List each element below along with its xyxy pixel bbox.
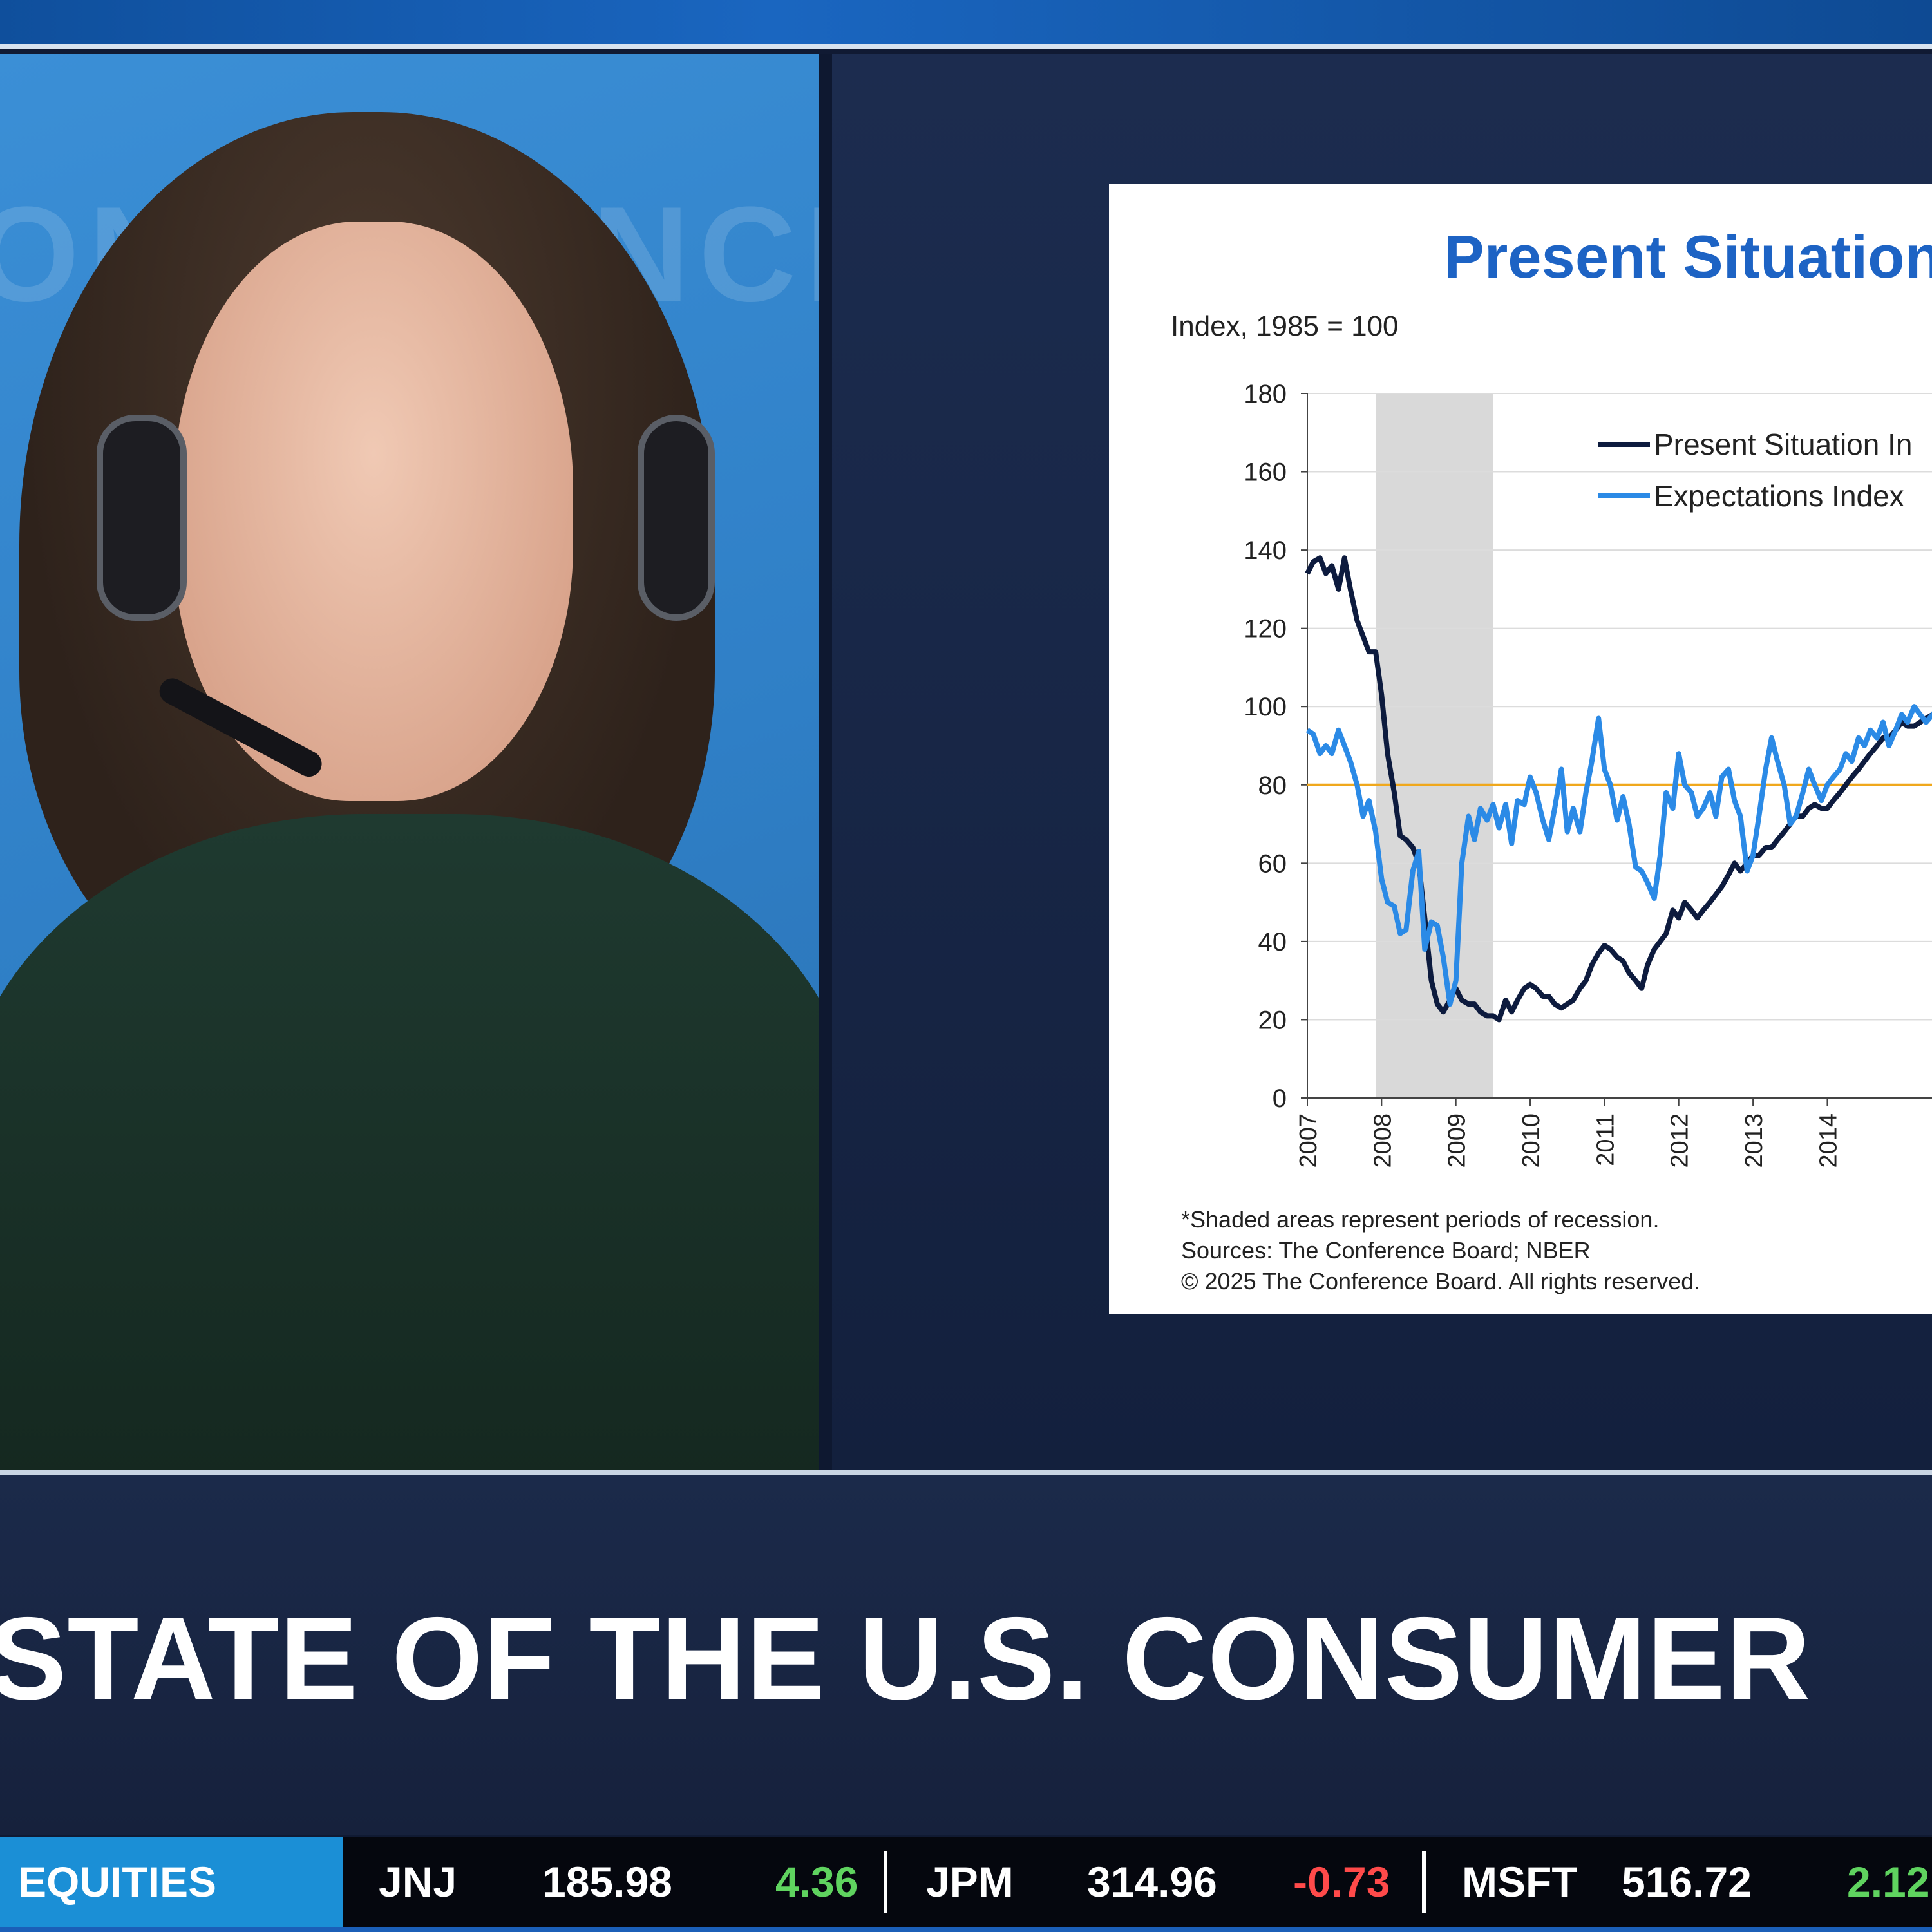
speaker-video-feed: ONFERENCE bbox=[0, 54, 819, 1470]
y-tick-label: 60 bbox=[1258, 849, 1287, 878]
footnote-sources: Sources: The Conference Board; NBER bbox=[1181, 1237, 1591, 1264]
ticker-category-label: EQUITIES bbox=[0, 1837, 343, 1927]
top-banner bbox=[0, 0, 1932, 49]
headline-text: STATE OF THE U.S. CONSUMER bbox=[0, 1593, 1812, 1724]
ticker-change: -0.73 bbox=[1293, 1858, 1390, 1906]
y-tick-label: 20 bbox=[1258, 1006, 1287, 1034]
legend-label: Present Situation In bbox=[1654, 428, 1912, 461]
series-line-present-situation bbox=[1305, 555, 1932, 1023]
speaker-body bbox=[0, 814, 819, 1470]
y-tick-label: 100 bbox=[1244, 693, 1287, 721]
ticker-separator bbox=[884, 1851, 887, 1913]
footnote-copyright: © 2025 The Conference Board. All rights … bbox=[1181, 1268, 1701, 1294]
y-tick-label: 140 bbox=[1244, 536, 1287, 565]
ticker-change: 4.36 bbox=[775, 1858, 858, 1906]
x-tick-label: 2014 bbox=[1815, 1113, 1842, 1168]
x-tick-label: 2011 bbox=[1592, 1113, 1619, 1166]
y-tick-label: 160 bbox=[1244, 459, 1287, 487]
y-tick-label: 40 bbox=[1258, 928, 1287, 956]
x-tick-label: 2013 bbox=[1741, 1113, 1768, 1168]
chart-slide: Present Situation 0 20 40 60 80 100 120 140 160 1… bbox=[1109, 184, 1932, 1314]
panel-divider bbox=[819, 54, 832, 1470]
x-tick-label: 2010 bbox=[1518, 1113, 1545, 1168]
legend-label: Expectations Index bbox=[1654, 479, 1904, 513]
y-axis-label: Index, 1985 = 100 bbox=[1171, 310, 1399, 342]
ticker-price: 185.98 bbox=[542, 1858, 672, 1906]
panel-bottom-divider bbox=[0, 1470, 1932, 1475]
ticker-symbol: MSFT bbox=[1462, 1858, 1578, 1906]
y-tick-label: 80 bbox=[1258, 772, 1287, 800]
ticker-change: 2.12 bbox=[1847, 1858, 1930, 1906]
ticker-price: 516.72 bbox=[1622, 1858, 1752, 1906]
y-tick-label: 120 bbox=[1244, 615, 1287, 643]
bottom-accent-strip bbox=[0, 1927, 1932, 1932]
ticker-separator bbox=[1422, 1851, 1426, 1913]
footnote-recession: *Shaded areas represent periods of reces… bbox=[1181, 1206, 1660, 1233]
ticker-symbol: JNJ bbox=[379, 1858, 457, 1906]
headset-right-ear-icon bbox=[638, 415, 715, 621]
x-tick-label: 2007 bbox=[1295, 1113, 1322, 1168]
ticker-symbol: JPM bbox=[926, 1858, 1014, 1906]
line-chart: 0 20 40 60 80 100 120 140 160 180 2007 2008 2009 2010… bbox=[1171, 310, 1932, 1168]
x-tick-label: 2008 bbox=[1369, 1113, 1396, 1168]
lower-third-banner bbox=[0, 1475, 1932, 1835]
stock-ticker: EQUITIES JNJ 185.98 4.36 JPM 314.96 -0.7… bbox=[0, 1837, 1932, 1927]
x-tick-label: 2009 bbox=[1444, 1113, 1471, 1168]
headset-left-ear-icon bbox=[97, 415, 187, 621]
speaker-face bbox=[174, 222, 573, 801]
ticker-price: 314.96 bbox=[1087, 1858, 1217, 1906]
y-tick-label: 0 bbox=[1273, 1084, 1287, 1113]
x-tick-label: 2012 bbox=[1667, 1113, 1694, 1168]
slide-title: Present Situation bbox=[1444, 223, 1932, 290]
recession-shading bbox=[1376, 393, 1493, 1098]
series-line-expectations bbox=[1305, 704, 1932, 1007]
y-tick-label: 180 bbox=[1244, 380, 1287, 408]
